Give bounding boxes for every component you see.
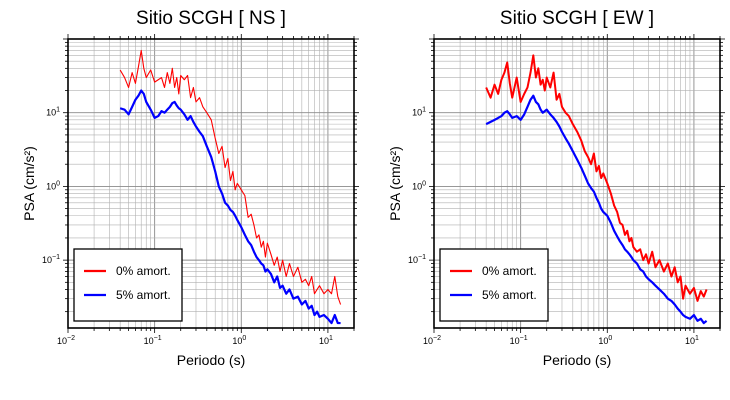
series-line-0-amort — [119, 49, 342, 305]
x-axis-label: Periodo (s) — [543, 352, 611, 368]
y-tick-label: 10−1 — [42, 254, 60, 265]
plot-frame — [67, 38, 355, 329]
legend-label: 0% amort. — [482, 264, 537, 278]
x-tick-label: 10−1 — [144, 335, 162, 346]
legend: 0% amort. 5% amort. — [73, 248, 183, 322]
x-tick-label: 100 — [232, 335, 246, 346]
series-line-5-amort — [485, 94, 708, 325]
y-axis-label: PSA (cm/s²) — [21, 146, 37, 221]
legend-box — [439, 248, 549, 322]
legend-label: 5% amort. — [482, 288, 537, 302]
x-axis-label: Periodo (s) — [177, 352, 245, 368]
y-tick-label: 101 — [412, 107, 426, 118]
x-tick-label: 10−1 — [510, 335, 528, 346]
axis-ticks — [63, 34, 359, 333]
chart-panel-2: 10−2 10−1 100 101 10−1 100 101 Sitio SCGH [ EW … — [387, 8, 725, 368]
legend-box — [73, 248, 183, 322]
y-tick-label: 101 — [46, 107, 60, 118]
series-line-0-amort — [485, 54, 708, 302]
legend-label: 0% amort. — [116, 264, 171, 278]
panels: 10−2 10−1 100 101 10−1 100 101 Sitio SCGH [ NS … — [21, 8, 725, 368]
x-tick-label: 100 — [598, 335, 612, 346]
x-tick-label: 10−2 — [57, 335, 75, 346]
y-tick-label: 10−1 — [408, 254, 426, 265]
plot-frame — [433, 38, 721, 329]
y-tick-label: 100 — [412, 180, 426, 191]
legend-label: 5% amort. — [116, 288, 171, 302]
x-tick-label: 101 — [685, 335, 699, 346]
x-tick-label: 10−2 — [423, 335, 441, 346]
grid — [68, 39, 354, 328]
chart-title: Sitio SCGH [ NS ] — [136, 8, 286, 29]
series-line-5-amort — [119, 89, 341, 325]
y-tick-label: 100 — [46, 180, 60, 191]
x-tick-label: 101 — [319, 335, 333, 346]
axis-ticks — [429, 34, 725, 333]
chart-panel-1: 10−2 10−1 100 101 10−1 100 101 Sitio SCGH [ NS … — [21, 8, 359, 368]
legend: 0% amort. 5% amort. — [439, 248, 549, 322]
y-axis-label: PSA (cm/s²) — [387, 146, 403, 221]
chart-title: Sitio SCGH [ EW ] — [500, 8, 654, 29]
